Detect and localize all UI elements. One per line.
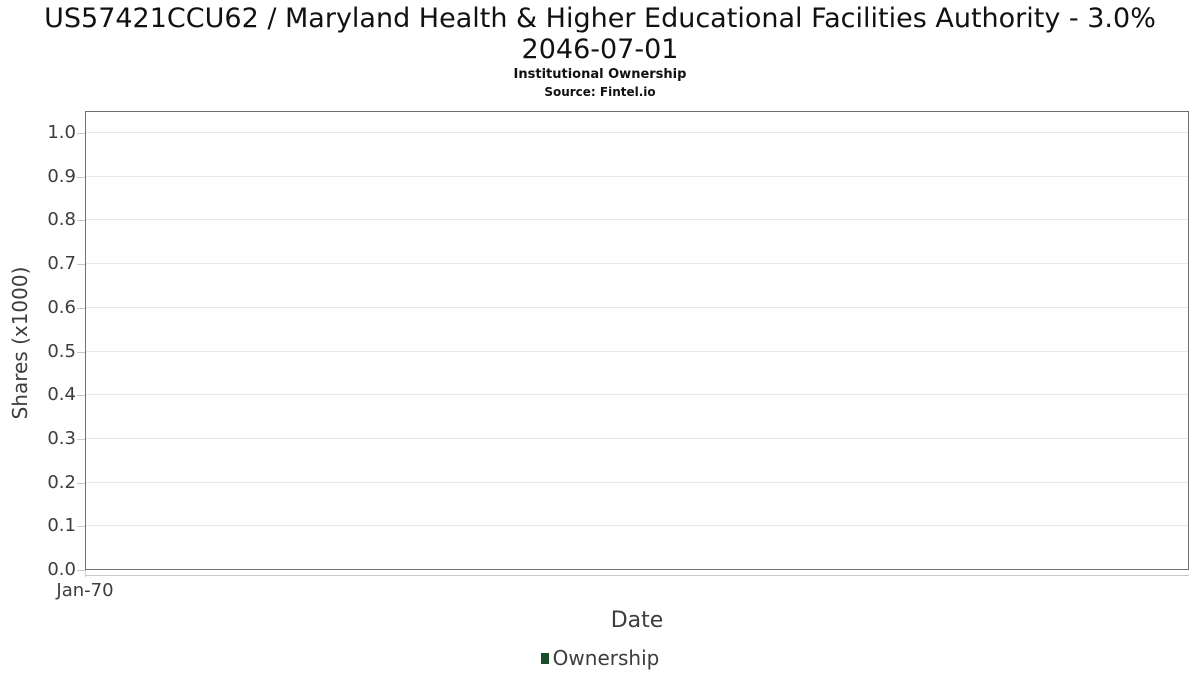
y-axis-tick <box>77 570 85 571</box>
y-axis-tick <box>77 220 85 222</box>
ownership-series-swatch-icon <box>540 652 549 664</box>
chart-title-line2: 2046-07-01 <box>521 34 679 65</box>
y-axis-tick <box>77 307 85 309</box>
gridline <box>86 525 1188 527</box>
x-axis-tick <box>85 570 86 577</box>
y-tick-label: 0.4 <box>47 384 76 406</box>
gridline <box>86 306 1188 308</box>
legend-label: Ownership <box>552 646 660 670</box>
chart-title-line1: US57421CCU62 / Maryland Health & Higher … <box>44 3 1156 34</box>
y-tick-label: 1.0 <box>47 122 76 143</box>
y-axis-tick <box>77 133 85 134</box>
gridline <box>86 394 1188 396</box>
legend-item-ownership[interactable]: Ownership <box>540 646 660 670</box>
chart-subtitle: Institutional Ownership <box>513 67 687 82</box>
y-tick-label: 0.7 <box>47 253 76 275</box>
legend: Ownership <box>0 646 1200 670</box>
source-label: Source: Fintel.io <box>544 85 656 99</box>
gridline <box>86 219 1188 221</box>
x-axis-title: Date <box>610 608 664 633</box>
y-tick-label: 0.6 <box>47 296 76 318</box>
gridline <box>86 350 1188 352</box>
y-axis-tick <box>77 482 85 484</box>
y-tick-label: 0.8 <box>47 209 76 231</box>
gridline <box>86 481 1188 483</box>
gridline <box>86 175 1188 177</box>
y-tick-label: 0.3 <box>47 427 76 449</box>
y-tick-label: 0.0 <box>47 559 76 580</box>
y-axis-tick <box>77 176 85 178</box>
y-tick-label: 0.2 <box>47 471 76 493</box>
y-axis-tick <box>77 395 85 397</box>
y-axis-tick <box>77 438 85 440</box>
y-axis-tick <box>77 264 85 266</box>
y-tick-label: 0.5 <box>47 340 76 362</box>
plot-area <box>85 111 1189 570</box>
y-tick-label: 0.9 <box>47 165 76 187</box>
gridline <box>86 437 1188 439</box>
gridline <box>86 132 1188 133</box>
x-axis-line <box>85 575 1189 576</box>
y-axis-tick <box>77 526 85 528</box>
x-tick-label: Jan-70 <box>56 580 114 601</box>
gridline <box>86 263 1188 265</box>
y-axis-tick <box>77 351 85 353</box>
y-tick-label: 0.1 <box>47 515 76 537</box>
